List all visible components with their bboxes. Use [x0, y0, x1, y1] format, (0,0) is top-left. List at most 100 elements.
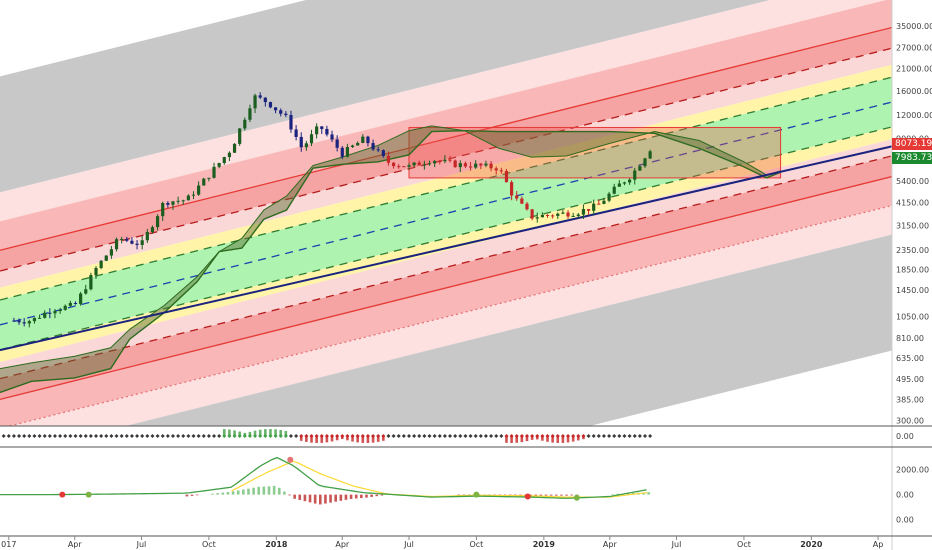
channel-band-7 — [0, 126, 892, 363]
ind1-dot-8 — [42, 434, 47, 438]
ind1-bar-109 — [561, 436, 565, 443]
ind2-hist-37 — [457, 494, 461, 496]
candle-body-120 — [628, 179, 632, 183]
channel-band-5 — [0, 64, 892, 300]
ind1-dot-63 — [324, 434, 329, 438]
ind1-dot-30 — [155, 434, 160, 438]
cloud-span-a — [0, 130, 781, 394]
candle-body-53 — [284, 113, 288, 116]
candle-body-3 — [27, 321, 31, 324]
candle-body-92 — [484, 163, 488, 166]
candle-body-111 — [581, 209, 586, 215]
ind1-dot-64 — [330, 434, 335, 438]
ind1-dot-124 — [637, 434, 642, 438]
candle-body-124 — [648, 151, 652, 159]
ind1-dot-13 — [68, 434, 73, 438]
candle-body-114 — [597, 203, 601, 205]
candle-body-61 — [325, 128, 329, 135]
ind2-hist-21 — [303, 494, 307, 502]
ind1-dot-81 — [417, 434, 422, 438]
ind2-hist-64 — [626, 493, 630, 495]
ind2-hist-53 — [539, 494, 543, 496]
ind1-dot-114 — [586, 434, 591, 438]
ind1-bar-107 — [551, 436, 554, 443]
ind1-bar-62 — [320, 436, 324, 443]
ind1-dot-93 — [478, 434, 483, 438]
candle-body-110 — [576, 214, 580, 216]
ind2-hist-49 — [519, 494, 522, 496]
indicator-pane-1[interactable]: 0.00 — [1, 429, 914, 443]
ind2-hist-9 — [242, 489, 245, 495]
ind1-bar-54 — [279, 429, 283, 436]
ind1-bar-60 — [310, 436, 313, 443]
ind2-hist-27 — [334, 494, 337, 502]
ind2-hist-25 — [324, 494, 327, 504]
ind1-dot-7 — [37, 434, 42, 438]
ind1-dot-100 — [514, 434, 519, 438]
candle-body-77 — [407, 165, 411, 167]
ind1-dot-94 — [483, 434, 488, 438]
ind2-hist-31 — [354, 494, 358, 499]
ind2-hist-29 — [344, 494, 348, 500]
ind1-dot-113 — [581, 434, 586, 438]
price-tick-label-15: 635.00 — [896, 354, 924, 363]
ind2-hist-55 — [549, 494, 553, 496]
candle-body-45 — [243, 119, 247, 129]
ind1-dot-115 — [591, 434, 596, 438]
ind1-dot-39 — [201, 434, 206, 438]
ind2-hist-48 — [513, 494, 517, 496]
candle-body-101 — [530, 209, 534, 219]
ind1-bar-110 — [566, 436, 570, 443]
price-tick-label-13: 1050.00 — [896, 313, 929, 322]
ind1-bar-106 — [546, 436, 549, 442]
ind2-cross-marker-5 — [573, 494, 580, 501]
ind2-tick-label-0: 2000.00 — [896, 466, 929, 475]
candle-body-104 — [545, 214, 550, 216]
ind1-dot-109 — [560, 434, 565, 438]
ind1-dot-106 — [545, 434, 550, 438]
candle-body-75 — [397, 166, 401, 168]
ind1-dot-99 — [509, 434, 514, 438]
ind1-bar-70 — [361, 436, 365, 443]
time-axis[interactable]: 017 Apr Jul Oct 2018 Apr Jul Oct 2019 Apr Jul Oct 20… — [1, 536, 883, 549]
ind1-dot-72 — [371, 434, 376, 438]
ind1-dot-21 — [109, 434, 114, 438]
support-line — [0, 145, 892, 352]
ind1-dot-18 — [94, 434, 99, 438]
candle-body-16 — [94, 268, 98, 276]
ind1-bar-67 — [346, 436, 349, 441]
ind2-hist-24 — [318, 494, 322, 505]
ind2-hist-58 — [565, 494, 568, 496]
ind1-dot-90 — [463, 434, 468, 438]
ind2-hist-28 — [339, 494, 343, 501]
price-tick-label-18: 300.00 — [896, 416, 924, 425]
candle-body-115 — [602, 200, 606, 204]
candle-body-13 — [79, 293, 83, 304]
ind1-bar-55 — [284, 431, 288, 436]
price-axis[interactable]: 35000.00 27000.00 21000.00 16000.00 12000.00… — [891, 0, 932, 550]
ind1-dot-54 — [278, 434, 283, 438]
ind1-dot-15 — [78, 434, 83, 438]
ind1-dot-35 — [181, 434, 186, 438]
indicator-pane-2[interactable]: 2000.00 0.00 0.00 — [0, 456, 929, 525]
main-price-pane[interactable] — [0, 0, 892, 550]
candle-body-25 — [140, 240, 144, 245]
ind2-hist-35 — [375, 494, 379, 497]
ind1-dot-43 — [222, 434, 227, 438]
candle-body-15 — [89, 275, 93, 290]
ind2-fast-line — [0, 456, 647, 499]
candle-body-71 — [376, 149, 380, 151]
ind1-dot-17 — [88, 434, 93, 438]
ind1-bar-102 — [525, 436, 529, 442]
ind1-bar-101 — [520, 436, 524, 443]
ind1-dot-62 — [319, 434, 324, 438]
ind1-dot-86 — [442, 434, 447, 438]
candle-body-9 — [58, 309, 62, 312]
last-price-tag: 8073.19 — [892, 137, 932, 150]
ind2-cross-marker-1 — [85, 491, 92, 498]
ind1-dot-76 — [391, 434, 396, 438]
candle-body-50 — [268, 102, 273, 108]
candle-body-81 — [427, 163, 432, 165]
candle-body-82 — [433, 161, 437, 164]
